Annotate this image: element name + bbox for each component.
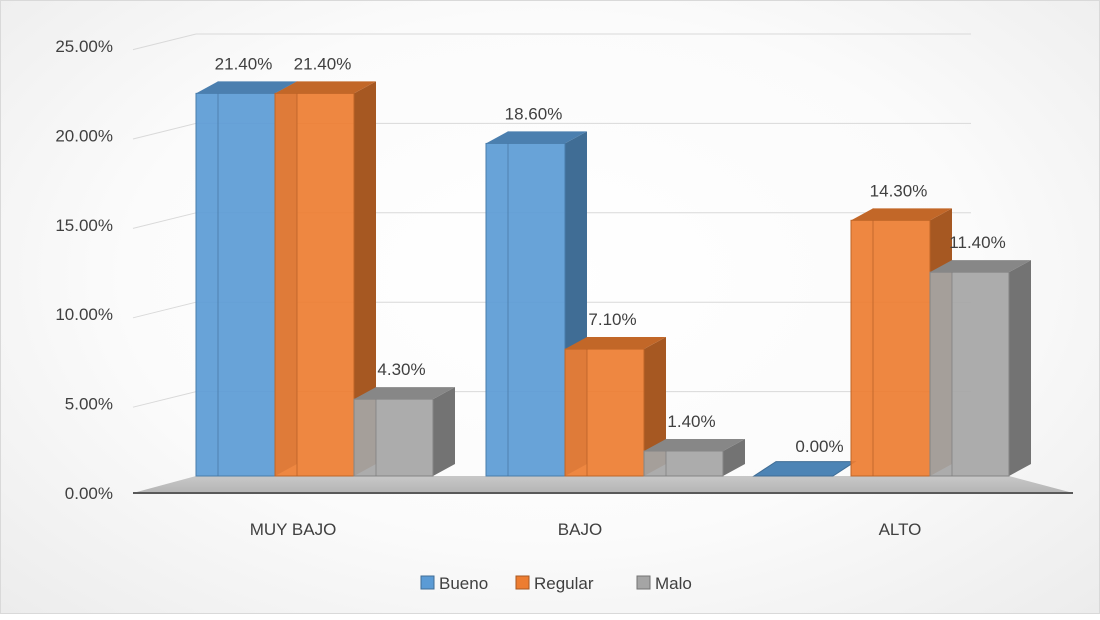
legend-item: Malo (636, 574, 692, 593)
data-label: 21.40% (215, 54, 273, 73)
data-label: 14.30% (870, 181, 928, 200)
y-axis-ticks: 0.00% 5.00% 10.00% 15.00% 20.00% 25.00% (55, 37, 113, 503)
gridline-diag (132, 33, 197, 51)
data-label: 1.40% (667, 412, 715, 431)
data-labels: 21.40% 21.40% 4.30% 18.60% 7.10% 1.40% 0.00% 14… (215, 54, 1006, 456)
legend-item: Bueno (420, 574, 488, 593)
legend-label: Regular (534, 574, 594, 593)
bar-malo (929, 260, 1031, 477)
bars (195, 81, 1031, 477)
y-tick-label: 0.00% (65, 484, 113, 503)
data-label: 11.40% (949, 233, 1005, 252)
x-category-label: ALTO (879, 520, 922, 539)
data-label: 21.40% (294, 54, 352, 73)
bar-regular (564, 337, 666, 477)
gridline-diag (132, 122, 197, 140)
x-axis-categories: MUY BAJO BAJO ALTO (250, 520, 922, 539)
legend-label: Malo (655, 574, 692, 593)
data-label: 7.10% (588, 310, 636, 329)
chart-floor (133, 476, 1073, 494)
gridline-diag (132, 212, 197, 229)
bar-malo (353, 387, 455, 477)
data-label: 18.60% (505, 104, 563, 123)
legend-item: Regular (515, 574, 594, 593)
x-category-label: BAJO (558, 520, 602, 539)
legend-swatch (636, 575, 651, 590)
bar-bueno (752, 461, 857, 477)
gridline-diag (132, 301, 197, 319)
bar-malo (643, 438, 745, 477)
y-tick-label: 5.00% (65, 395, 113, 414)
y-tick-label: 15.00% (55, 216, 113, 235)
data-label: 0.00% (795, 437, 843, 456)
y-tick-label: 20.00% (55, 126, 113, 145)
legend-label: Bueno (439, 574, 488, 593)
y-tick-label: 10.00% (55, 305, 113, 324)
gridline-diag (132, 391, 197, 408)
y-tick-label: 25.00% (55, 37, 113, 56)
legend: Bueno Regular Malo (420, 574, 692, 593)
bar-regular (274, 81, 376, 477)
data-label: 4.30% (377, 360, 425, 379)
x-category-label: MUY BAJO (250, 520, 337, 539)
legend-swatch (420, 575, 435, 590)
legend-swatch (515, 575, 530, 590)
